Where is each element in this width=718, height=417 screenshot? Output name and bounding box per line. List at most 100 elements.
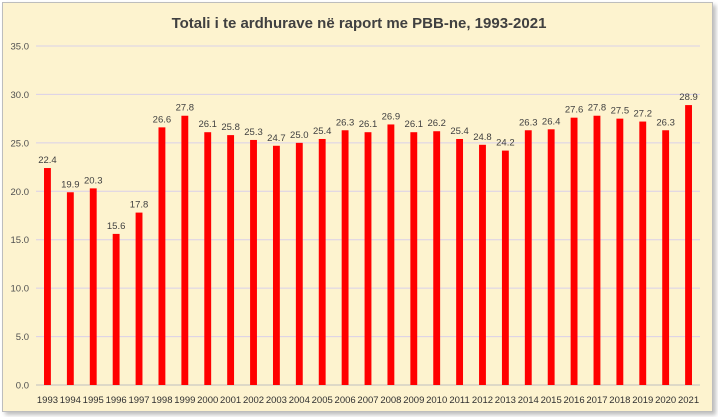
x-tick-label: 2011 [449, 395, 469, 406]
bar [135, 212, 143, 385]
x-tick-label: 1996 [106, 395, 127, 406]
bar [410, 132, 418, 385]
x-tick-label: 1994 [60, 395, 81, 406]
x-tick-label: 2016 [563, 395, 584, 406]
y-tick-label: 30.0 [11, 90, 30, 101]
bar [204, 132, 212, 385]
data-label: 27.8 [588, 103, 607, 114]
x-tick-label: 2000 [197, 395, 218, 406]
y-tick-label: 35.0 [11, 42, 30, 53]
data-label: 22.4 [38, 155, 57, 166]
bar [250, 139, 257, 385]
bar [181, 115, 189, 385]
x-tick-label: 2008 [380, 395, 401, 406]
x-tick-label: 1997 [128, 395, 149, 406]
data-label: 25.4 [450, 126, 469, 137]
bar [341, 130, 349, 385]
bar [570, 117, 578, 385]
x-tick-label: 2019 [632, 395, 653, 406]
data-label: 15.6 [107, 221, 126, 232]
bar [158, 127, 166, 386]
chart-title: Totali i te ardhurave në raport me PBB-n… [172, 15, 547, 32]
data-label: 26.4 [542, 116, 561, 127]
bar [387, 124, 395, 385]
data-label: 24.2 [496, 138, 515, 149]
y-tick-label: 0.0 [16, 381, 29, 392]
data-label: 26.6 [153, 114, 172, 125]
bar [364, 132, 372, 385]
data-label: 27.6 [565, 105, 584, 116]
bar [593, 115, 601, 385]
bars [44, 105, 692, 386]
data-label: 26.2 [427, 118, 446, 129]
data-label: 27.2 [634, 109, 653, 120]
x-tick-label: 2010 [426, 395, 447, 406]
data-label: 20.3 [84, 175, 103, 186]
bar [295, 142, 303, 385]
bar [227, 135, 235, 385]
bar [616, 118, 624, 386]
bar [89, 188, 97, 385]
x-tick-label: 2012 [472, 395, 493, 406]
data-label: 25.4 [313, 126, 332, 137]
data-label: 24.7 [267, 133, 286, 144]
x-tick-label: 1998 [151, 395, 172, 406]
data-label: 17.8 [130, 200, 149, 211]
x-tick-label: 2018 [609, 395, 630, 406]
x-tick-label: 2017 [586, 395, 607, 406]
data-label: 27.5 [611, 106, 630, 117]
data-label: 26.3 [519, 117, 538, 128]
bar [501, 150, 509, 385]
y-tick-label: 5.0 [16, 332, 29, 343]
x-tick-label: 2020 [655, 395, 676, 406]
data-label: 28.9 [679, 92, 698, 103]
data-label: 19.9 [61, 179, 80, 190]
x-tick-label: 2014 [518, 395, 539, 406]
data-label: 25.8 [221, 122, 240, 133]
bar [66, 192, 74, 385]
data-label: 26.3 [656, 117, 675, 128]
y-tick-label: 15.0 [11, 235, 30, 246]
x-tick-label: 2015 [541, 395, 562, 406]
bar [547, 129, 555, 385]
x-tick-label: 1995 [83, 395, 104, 406]
x-axis: 1993 1994 1995 1996 1997 1998 1999 2000 2001 2002… [37, 395, 699, 406]
x-tick-label: 2007 [357, 395, 378, 406]
x-tick-label: 2009 [403, 395, 424, 406]
x-tick-label: 2005 [312, 395, 333, 406]
data-label: 26.3 [336, 117, 355, 128]
data-label: 26.1 [405, 119, 424, 130]
x-tick-label: 2003 [266, 395, 287, 406]
bar [524, 130, 532, 385]
data-label: 24.8 [473, 132, 492, 143]
bar [433, 131, 441, 385]
x-tick-label: 2001 [220, 395, 241, 406]
bar [318, 138, 326, 385]
bar [662, 130, 670, 385]
x-tick-label: 2004 [289, 395, 310, 406]
bar [479, 144, 486, 385]
bar [456, 138, 464, 385]
y-tick-label: 10.0 [11, 284, 30, 295]
data-label: 27.8 [176, 103, 195, 114]
data-label: 26.9 [382, 111, 401, 122]
x-tick-label: 1993 [37, 395, 58, 406]
x-tick-label: 2013 [495, 395, 516, 406]
bar [272, 145, 280, 385]
data-label: 25.0 [290, 130, 309, 141]
data-label: 26.1 [198, 119, 217, 130]
y-tick-label: 25.0 [11, 138, 30, 149]
x-tick-label: 1999 [174, 395, 195, 406]
x-tick-label: 2002 [243, 395, 264, 406]
x-tick-label: 2006 [335, 395, 356, 406]
y-tick-label: 20.0 [11, 187, 30, 198]
bar [44, 168, 51, 385]
data-labels: 22.419.9 20.315.617.826.627.826.1 25.8 25.3… [38, 92, 698, 232]
bar [685, 105, 692, 385]
data-label: 25.3 [244, 127, 263, 138]
bar [112, 233, 120, 385]
y-axis: 0.0 5.0 10.0 15.0 20.0 25.0 30.0 35.0 [11, 42, 30, 392]
bar [639, 121, 647, 385]
data-label: 26.1 [359, 119, 378, 130]
